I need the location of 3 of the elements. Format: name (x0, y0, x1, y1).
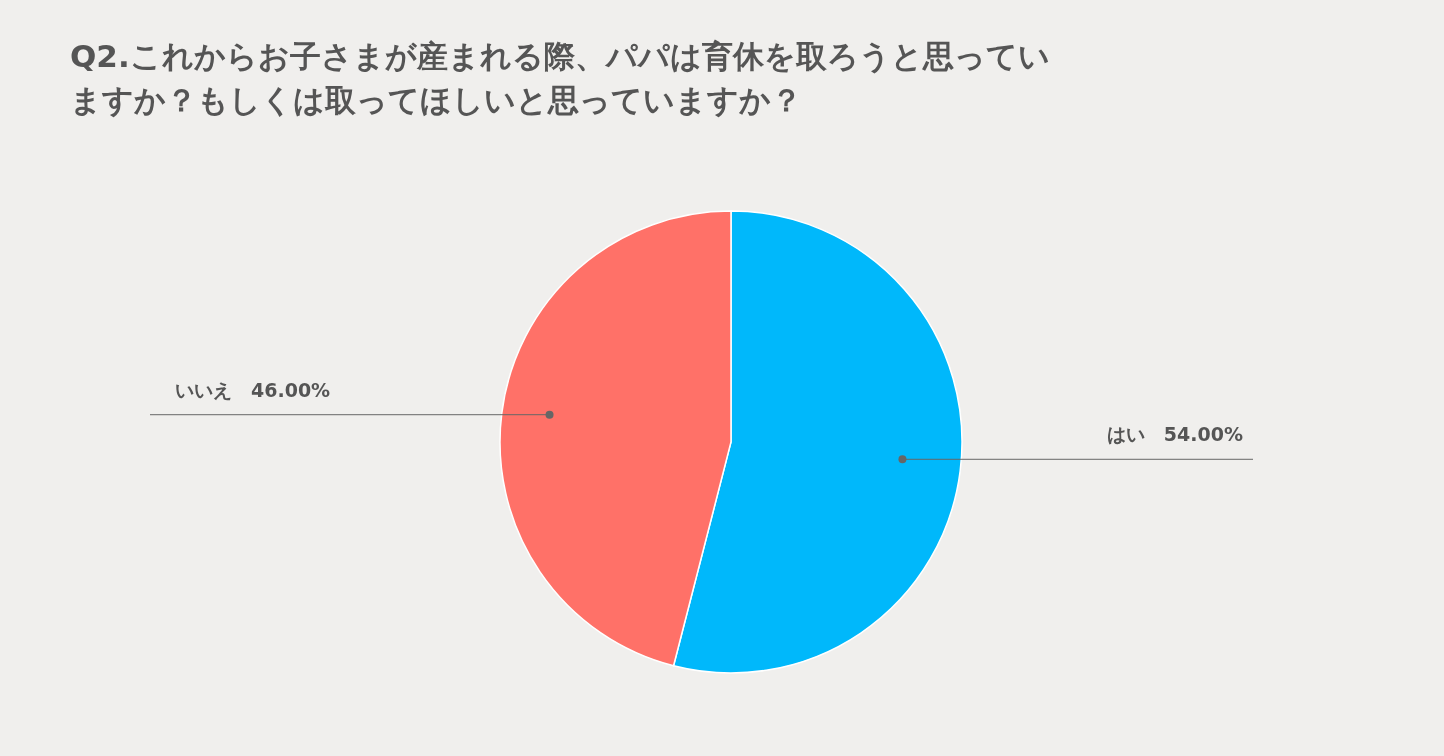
slice-label: いいえ 46.00% (175, 378, 331, 401)
slice-label: はい 54.00% (1106, 423, 1243, 446)
chart-title: Q2.これからお子さまが産まれる際、パパは育休を取ろうと思っていますか？もしくは取ってほしいと思っていますか？ (70, 37, 1051, 120)
